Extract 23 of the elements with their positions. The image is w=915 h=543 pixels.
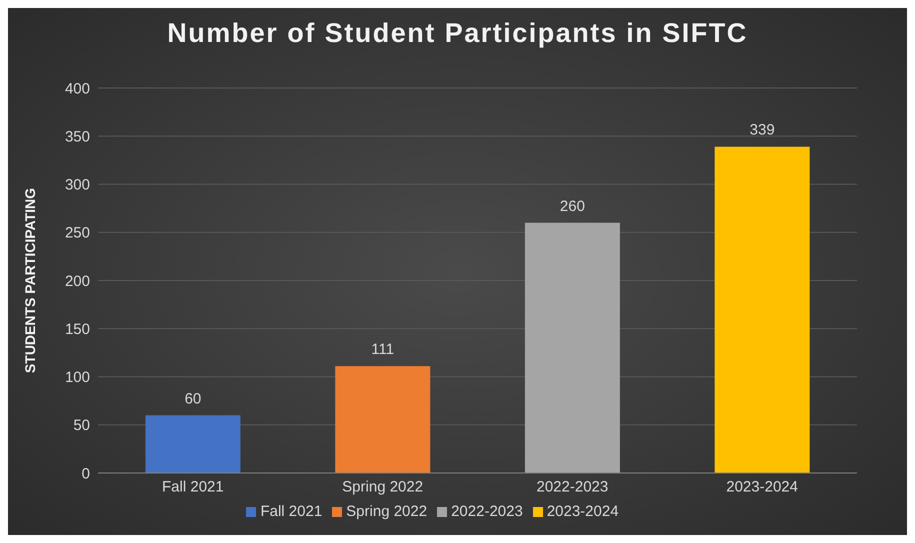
y-tick-label: 250 bbox=[64, 224, 90, 242]
x-tick-label: 2022-2023 bbox=[536, 478, 608, 496]
y-tick-label: 0 bbox=[82, 465, 90, 482]
y-tick-label: 350 bbox=[64, 128, 90, 146]
y-tick-label: 100 bbox=[64, 369, 90, 386]
y-axis-title: STUDENTS PARTICIPATING bbox=[22, 188, 38, 374]
y-tick-label: 300 bbox=[64, 176, 90, 194]
y-tick-label: 200 bbox=[64, 272, 90, 290]
y-tick-label: 150 bbox=[64, 320, 90, 338]
x-tick-label: 2023-2024 bbox=[726, 478, 798, 496]
x-tick-label: Fall 2021 bbox=[162, 478, 224, 496]
data-label: 111 bbox=[371, 341, 394, 358]
y-tick-label: 50 bbox=[73, 417, 90, 434]
data-label: 260 bbox=[560, 198, 585, 215]
legend-label: 2022-2023 bbox=[451, 503, 523, 520]
y-tick-label: 400 bbox=[64, 80, 90, 98]
data-label: 339 bbox=[750, 122, 775, 139]
legend-label: 2023-2024 bbox=[546, 503, 619, 520]
legend-label: Spring 2022 bbox=[346, 503, 428, 520]
x-tick-label: Spring 2022 bbox=[342, 478, 424, 496]
chart-title: Number of Student Participants in SIFTC bbox=[166, 18, 749, 50]
legend-label: Fall 2021 bbox=[260, 503, 322, 520]
data-label: 60 bbox=[184, 390, 202, 408]
